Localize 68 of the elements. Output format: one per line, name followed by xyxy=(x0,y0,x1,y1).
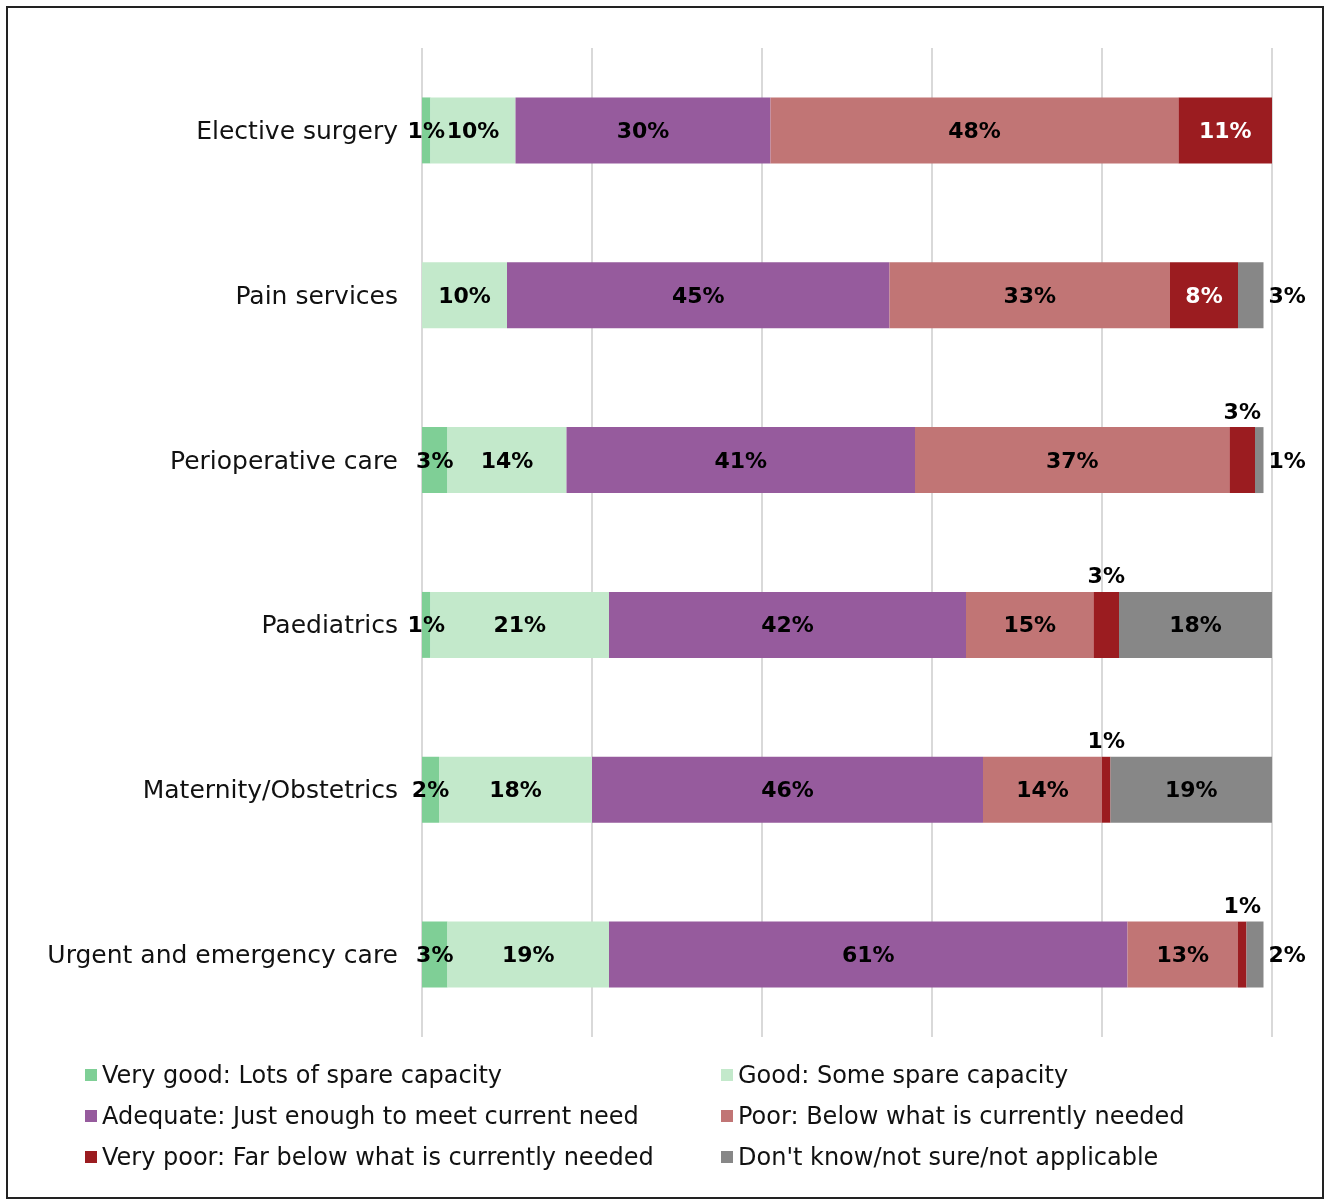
data-label: 21% xyxy=(493,612,547,638)
data-label: 1% xyxy=(1223,893,1261,919)
data-label: 13% xyxy=(1156,942,1210,968)
data-label: 18% xyxy=(1169,612,1222,638)
bar xyxy=(1238,262,1264,329)
legend-label: Don't know/not sure/not applicable xyxy=(738,1143,1159,1171)
bar xyxy=(1127,921,1238,988)
bar xyxy=(1229,427,1255,494)
bar xyxy=(1255,427,1264,494)
data-label: 11% xyxy=(1198,117,1252,143)
legend-label: Poor: Below what is currently needed xyxy=(738,1102,1185,1130)
bar xyxy=(566,427,915,494)
data-label: 14% xyxy=(1016,777,1069,803)
data-label: 8% xyxy=(1185,282,1223,308)
bar xyxy=(966,591,1094,658)
data-label: 3% xyxy=(1268,282,1306,308)
data-label: 18% xyxy=(489,777,542,803)
y-tick-label: Pain services xyxy=(235,280,398,310)
data-label: 1% xyxy=(407,612,445,638)
y-tick-label: Urgent and emergency care xyxy=(47,940,398,970)
legend-label: Very poor: Far below what is currently needed xyxy=(102,1143,654,1171)
data-label: 3% xyxy=(1223,398,1261,424)
bar xyxy=(1170,262,1238,329)
legend-label: Good: Some spare capacity xyxy=(738,1061,1069,1089)
bar xyxy=(1102,756,1111,823)
data-label: 33% xyxy=(1003,282,1057,308)
data-label: 37% xyxy=(1045,447,1099,473)
y-tick-label: Maternity/Obstetrics xyxy=(142,775,398,805)
data-label: 61% xyxy=(841,942,895,968)
data-label: 1% xyxy=(407,117,445,143)
bar xyxy=(515,97,771,164)
bar xyxy=(507,262,890,329)
bar xyxy=(915,427,1230,494)
data-label: 2% xyxy=(411,777,450,803)
bar xyxy=(770,97,1179,164)
bar xyxy=(1178,97,1272,164)
data-label: 3% xyxy=(1087,563,1125,589)
data-label: 14% xyxy=(480,447,534,473)
data-label: 19% xyxy=(1164,777,1218,803)
data-label: 1% xyxy=(1268,447,1306,473)
data-label: 10% xyxy=(438,282,491,308)
data-label: 30% xyxy=(616,117,670,143)
bar xyxy=(592,756,983,823)
data-label: 2% xyxy=(1268,942,1306,968)
y-tick-label: Elective surgery xyxy=(196,115,399,145)
bar xyxy=(889,262,1170,329)
y-tick-label: Perioperative care xyxy=(170,445,398,475)
bar xyxy=(609,921,1128,988)
legend-label: Adequate: Just enough to meet current need xyxy=(102,1102,639,1130)
bar xyxy=(1238,921,1247,988)
data-label: 1% xyxy=(1087,728,1125,754)
data-label: 19% xyxy=(501,942,555,968)
bar xyxy=(609,591,966,658)
data-label: 15% xyxy=(1003,612,1057,638)
bar xyxy=(422,262,507,329)
data-label: 48% xyxy=(948,117,1001,143)
y-tick-label: Paediatrics xyxy=(261,610,398,640)
legend-label: Very good: Lots of spare capacity xyxy=(102,1061,503,1089)
bar xyxy=(1093,591,1119,658)
bar xyxy=(983,756,1102,823)
data-label: 46% xyxy=(761,777,814,803)
bar xyxy=(1246,921,1264,988)
data-label: 42% xyxy=(761,612,814,638)
data-label: 10% xyxy=(446,117,500,143)
data-label: 45% xyxy=(671,282,725,308)
data-label: 41% xyxy=(714,447,768,473)
bar xyxy=(1110,756,1272,823)
bar xyxy=(1119,591,1272,658)
